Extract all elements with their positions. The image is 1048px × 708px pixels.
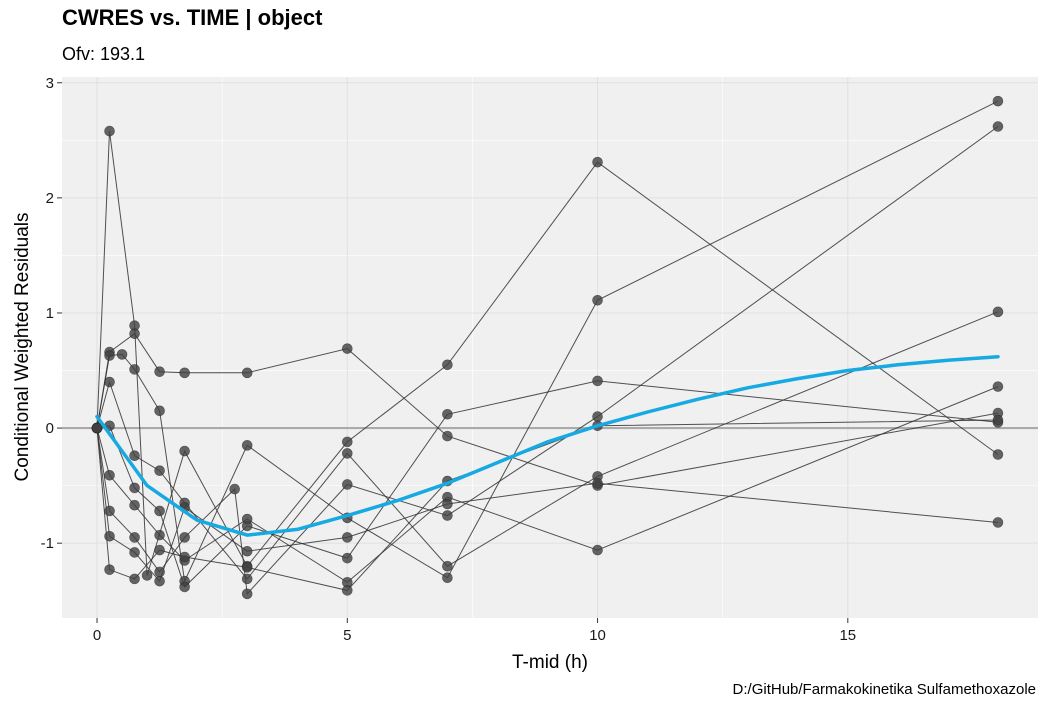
data-point xyxy=(104,530,115,542)
data-point xyxy=(241,573,253,585)
y-tick-label: 3 xyxy=(46,75,54,92)
y-tick-label: 2 xyxy=(46,190,54,207)
data-point xyxy=(91,422,103,434)
data-point xyxy=(241,513,253,525)
data-point xyxy=(592,478,603,489)
subject-line-1 xyxy=(96,131,999,576)
subject-line-4 xyxy=(96,311,999,580)
x-axis-title: T-mid (h) xyxy=(512,652,588,673)
data-point xyxy=(104,125,115,137)
data-point xyxy=(154,575,165,587)
x-tick-label: 10 xyxy=(589,627,606,644)
data-point xyxy=(154,465,165,476)
data-point xyxy=(341,479,353,490)
x-tick-label: 5 xyxy=(343,627,351,644)
data-point xyxy=(141,570,153,581)
data-point xyxy=(992,121,1004,132)
data-points xyxy=(91,95,1004,600)
data-point xyxy=(341,448,353,459)
y-tick-label: 1 xyxy=(46,305,54,322)
data-point xyxy=(341,532,353,543)
y-tick-label: -1 xyxy=(41,535,54,552)
data-point xyxy=(992,381,1004,392)
data-point xyxy=(341,436,353,448)
data-point xyxy=(592,544,603,556)
data-point xyxy=(241,440,253,451)
data-point xyxy=(992,517,1004,528)
y-axis-ticks: -1 0 1 2 3 xyxy=(41,75,62,552)
data-point xyxy=(129,547,140,558)
x-axis-ticks: 0 5 10 15 xyxy=(93,618,856,644)
subject-line-5 xyxy=(96,380,999,588)
data-point xyxy=(129,328,140,339)
x-tick-label: 0 xyxy=(93,627,101,644)
data-point xyxy=(129,499,140,511)
data-point xyxy=(179,532,190,543)
data-point xyxy=(229,483,240,495)
chart-title: CWRES vs. TIME | object xyxy=(62,5,323,30)
y-tick-label: 0 xyxy=(46,420,54,437)
data-point xyxy=(241,367,253,379)
data-point xyxy=(442,572,453,584)
data-point xyxy=(592,375,603,387)
plot-panel xyxy=(62,77,1038,618)
y-axis-title: Conditional Weighted Residuals xyxy=(12,213,33,482)
data-point xyxy=(129,364,140,375)
data-point xyxy=(341,552,353,564)
data-point xyxy=(129,532,140,543)
chart-subtitle: Ofv: 193.1 xyxy=(62,44,146,64)
data-point xyxy=(992,95,1004,107)
data-point xyxy=(104,350,115,361)
subject-line-2 xyxy=(96,332,999,487)
data-point xyxy=(442,430,453,442)
data-point xyxy=(592,156,603,168)
data-point xyxy=(104,376,115,388)
data-point xyxy=(154,505,165,517)
data-point xyxy=(179,581,190,593)
data-point xyxy=(592,295,603,306)
data-point xyxy=(104,505,115,517)
data-point xyxy=(104,564,115,575)
data-point xyxy=(104,469,115,481)
data-point xyxy=(442,408,453,420)
data-point xyxy=(442,510,453,521)
smooth-trend-line xyxy=(95,354,1000,537)
data-point xyxy=(154,566,165,578)
data-point xyxy=(992,449,1004,460)
data-point xyxy=(442,359,453,371)
data-point xyxy=(241,545,253,557)
data-point xyxy=(129,482,140,494)
subject-line-6 xyxy=(96,386,999,583)
data-point xyxy=(154,366,165,377)
data-point xyxy=(129,573,140,585)
data-point xyxy=(154,529,165,541)
data-point xyxy=(154,544,165,556)
x-tick-label: 15 xyxy=(839,627,856,644)
data-point xyxy=(442,560,453,572)
data-point xyxy=(179,367,190,379)
caption-source-path: D:/GitHub/Farmakokinetika Sulfamethoxazo… xyxy=(732,681,1036,698)
data-point xyxy=(592,411,603,422)
data-point xyxy=(442,498,453,510)
data-point xyxy=(179,551,190,563)
data-point xyxy=(341,585,353,596)
data-point xyxy=(154,405,165,417)
data-point xyxy=(179,445,190,457)
data-point xyxy=(241,588,253,600)
data-point xyxy=(992,414,1004,426)
subject-line-8 xyxy=(96,428,999,583)
data-point xyxy=(116,349,128,360)
data-point xyxy=(129,450,140,462)
data-point xyxy=(241,562,253,573)
data-point xyxy=(341,343,353,354)
data-point xyxy=(992,306,1004,318)
